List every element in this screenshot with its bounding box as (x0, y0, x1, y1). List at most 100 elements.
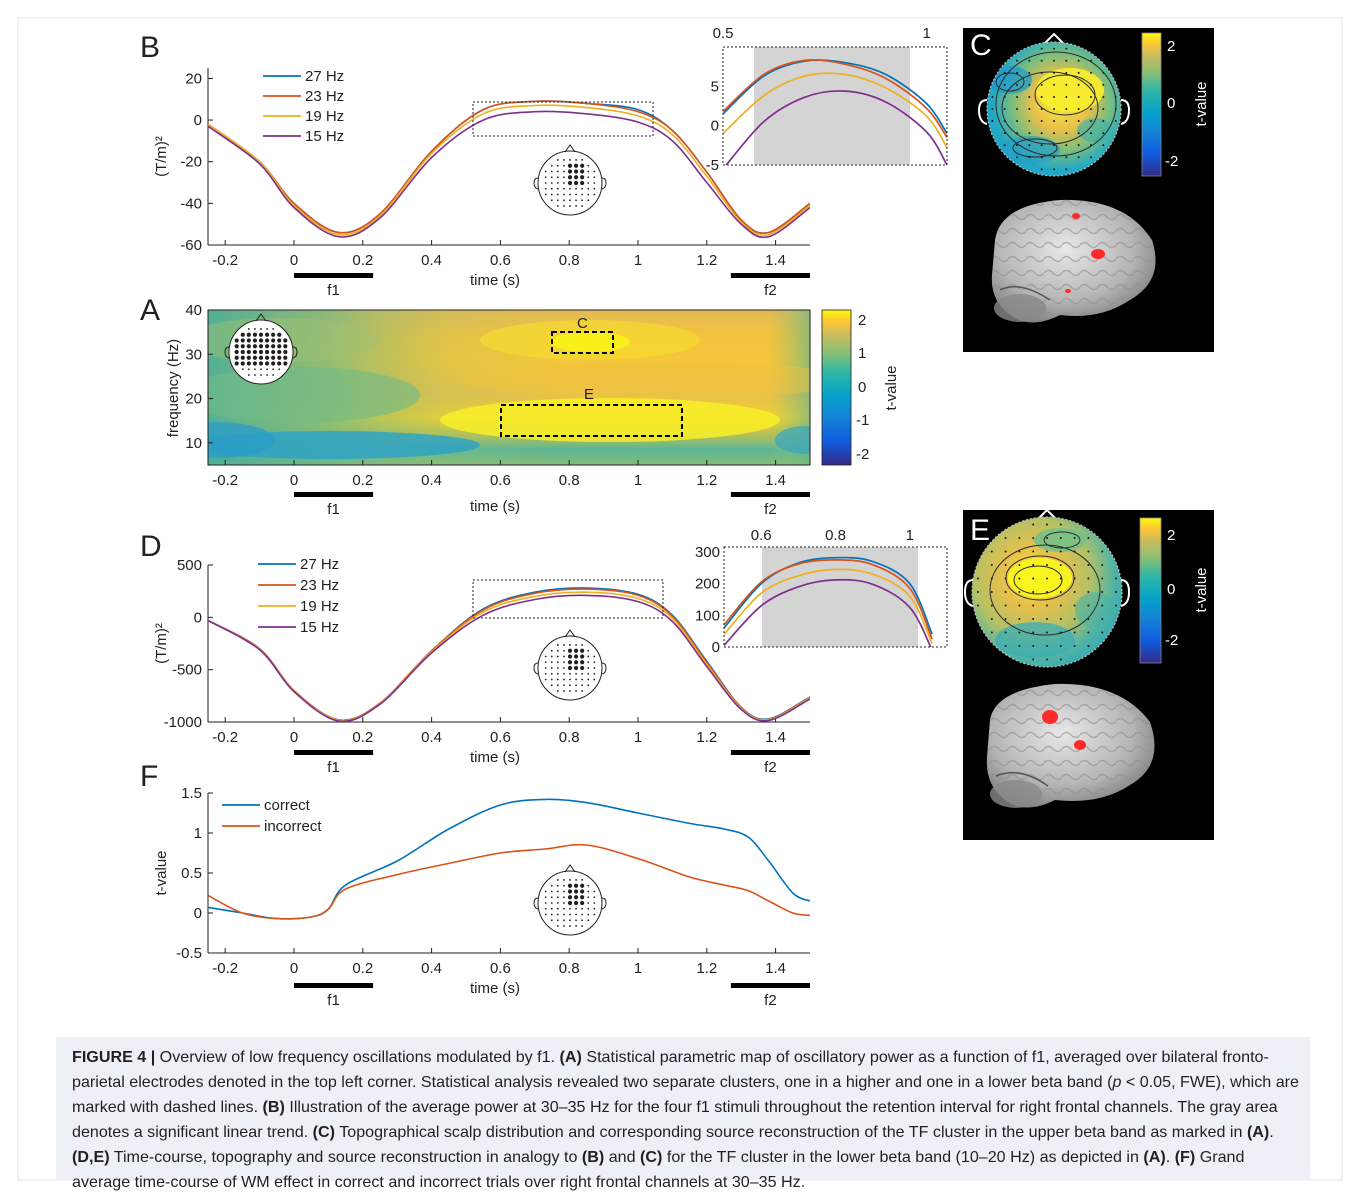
panel-b: B -0.2 0 0.2 0.4 0.6 0.8 1 1.2 1.4 20 0 -20 -40 -60 ti… (140, 31, 810, 299)
panel-letter-e: E (970, 514, 990, 547)
topo-sensor (1065, 47, 1068, 50)
sensor-selected (277, 338, 282, 343)
sensor-selected (258, 349, 264, 355)
topo-sensor (1004, 618, 1007, 620)
stim-label: f1 (327, 759, 340, 776)
legend-label: 27 Hz (300, 556, 339, 573)
topo-sensor (1065, 83, 1068, 86)
sensor (569, 187, 571, 190)
panel-a-colorbar (821, 309, 852, 466)
sensor-selected (580, 169, 585, 174)
topo-sensor (1073, 631, 1076, 634)
sensor-selected (271, 355, 276, 360)
sensor-selected (258, 355, 264, 360)
topo-sensor (1028, 59, 1031, 62)
inset-series-line (725, 90, 947, 165)
sensor (556, 907, 559, 910)
topo-sensor (1089, 95, 1092, 98)
sensor (550, 655, 553, 658)
sensor-selected (246, 332, 251, 337)
sensor (563, 690, 565, 692)
stim-label: f1 (327, 501, 340, 518)
sensor (569, 159, 571, 161)
sensor (587, 176, 590, 179)
sensor (544, 655, 547, 658)
topo-sensor (1004, 577, 1007, 580)
sensor (556, 164, 559, 167)
cbar-tick: -2 (856, 446, 869, 463)
stim-bar-f2 (730, 983, 810, 988)
x-tick-label: 0.2 (352, 729, 373, 746)
x-tick-label: 0 (290, 252, 298, 269)
topo-sensor (1046, 577, 1048, 580)
sensor (593, 896, 596, 899)
y-axis-label: (T/m)² (153, 623, 170, 664)
head-ear (292, 346, 298, 359)
topo-sensor (1028, 108, 1031, 110)
legend-label: 15 Hz (305, 128, 344, 145)
sensor-selected (264, 361, 270, 366)
sensor (563, 176, 565, 179)
y-tick-label: 0.5 (181, 865, 202, 882)
x-tick-label: -0.2 (212, 729, 238, 746)
legend-label: 19 Hz (305, 108, 344, 125)
topo-sensor (1003, 95, 1006, 98)
sensor (581, 672, 584, 675)
topo-sensor (1059, 604, 1062, 607)
sensor (556, 902, 559, 904)
topo-sensor (1073, 550, 1076, 553)
inset-series-line (723, 59, 947, 138)
sensor (587, 678, 590, 681)
sensor-selected (277, 355, 282, 360)
sensor (581, 684, 584, 687)
caption-ref: (D,E) (72, 1148, 110, 1166)
sensor (556, 667, 559, 669)
sensor-selected (573, 895, 579, 900)
sensor (550, 896, 553, 899)
sensor (550, 913, 553, 916)
topo-sensor (1073, 537, 1076, 539)
topo-sensor (1059, 645, 1062, 647)
topo-sensor (1046, 645, 1048, 647)
topo-sensor (1065, 144, 1068, 147)
topo-sensor (1028, 83, 1031, 86)
panel-b-zoom-box (472, 101, 654, 137)
sensor (550, 182, 553, 184)
sensor (587, 913, 590, 916)
sensor-selected (240, 349, 245, 355)
topo-sensor (1102, 132, 1105, 135)
sensor-selected (283, 338, 288, 343)
y-axis-label: t-value (153, 850, 170, 895)
topo-sensor (991, 120, 994, 123)
topo-sensor (1102, 71, 1105, 74)
inset-x-tick-label: 0.8 (825, 527, 846, 544)
sensor (544, 913, 547, 916)
panel-f-axes: -0.2 0 0.2 0.4 0.6 0.8 1 1.2 1.4 1.5 1 0.5 0 -0.5 time… (153, 785, 810, 997)
panel-f-legend: correct incorrect (222, 797, 322, 835)
sensor (575, 205, 577, 207)
topo-sensor (1040, 156, 1043, 159)
inset-series-line (723, 72, 947, 149)
topo-sensor (1077, 120, 1080, 123)
topo-sensor (1059, 577, 1062, 580)
sensor (563, 649, 565, 652)
sensor (593, 672, 596, 675)
topo-sensor (1065, 108, 1068, 110)
topo-sensor (1016, 83, 1019, 86)
brain-render-icon (986, 683, 1155, 808)
panel-c-colorbar (1141, 32, 1162, 177)
sensor (575, 199, 577, 202)
topo-sensor (1040, 47, 1043, 50)
sensor (550, 672, 553, 675)
topo-sensor (1065, 168, 1068, 171)
stim-label: f2 (764, 501, 777, 518)
panel-d-legend: 27 Hz 23 Hz 19 Hz 15 Hz (258, 556, 339, 636)
sensor (581, 690, 584, 692)
sensor (581, 199, 584, 202)
x-tick-label: 1.4 (765, 252, 786, 269)
topo-sensor (1032, 564, 1035, 566)
sensor-selected (264, 344, 270, 349)
sensor-selected (580, 900, 585, 906)
topo-sensor (1089, 156, 1092, 159)
topo-sensor (1101, 604, 1104, 607)
